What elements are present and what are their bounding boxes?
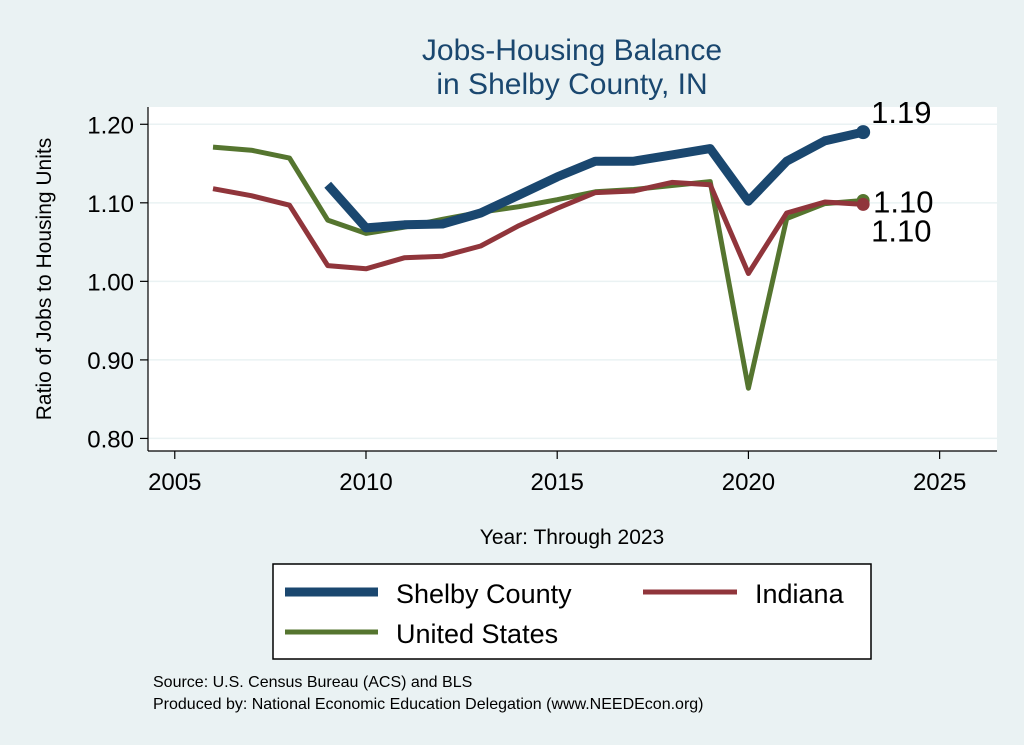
plot-area <box>148 107 997 451</box>
y-tick-label: 1.10 <box>87 191 134 218</box>
legend: Shelby County Indiana United States <box>272 563 872 660</box>
legend-box <box>272 563 872 660</box>
chart-title-line-2: in Shelby County, IN <box>436 68 707 101</box>
y-tick-label: 1.20 <box>87 112 134 139</box>
endpoint-marker-shelby-county <box>856 125 871 140</box>
source-note: Source: U.S. Census Bureau (ACS) and BLS <box>153 674 472 691</box>
x-tick-label: 2025 <box>913 469 966 496</box>
x-tick-label: 2010 <box>339 469 392 496</box>
end-label-shelby-county: 1.19 <box>871 95 931 130</box>
y-tick-label: 1.00 <box>87 269 134 296</box>
x-axis-label: Year: Through 2023 <box>480 526 665 549</box>
x-tick-label: 2005 <box>148 469 201 496</box>
x-tick-label: 2015 <box>531 469 584 496</box>
series-line-indiana <box>212 179 864 276</box>
y-tick-label: 0.90 <box>87 348 134 375</box>
endpoint-marker-indiana <box>856 197 870 211</box>
y-tick-label: 0.80 <box>87 426 134 453</box>
producer-note: Produced by: National Economic Education… <box>153 696 704 713</box>
legend-label-indiana: Indiana <box>755 579 845 609</box>
series-line-united-states <box>212 144 864 391</box>
legend-label-shelby-county: Shelby County <box>396 579 572 609</box>
legend-label-united-states: United States <box>396 619 558 649</box>
series-endpoints: 1.101.10 1.19 <box>856 95 933 248</box>
end-label-united-states: 1.10 <box>873 184 933 219</box>
axes: 0.80 0.90 1.00 1.10 1.20 2005 2010 2015 2020 2025 <box>87 107 997 496</box>
y-axis-label: Ratio of Jobs to Housing Units <box>33 138 56 420</box>
chart-title-line-1: Jobs-Housing Balance <box>422 34 722 67</box>
series-line-shelby-county <box>324 127 865 233</box>
x-tick-label: 2020 <box>722 469 775 496</box>
end-label-indiana: 1.10 <box>871 213 931 248</box>
series-lines <box>212 127 865 391</box>
